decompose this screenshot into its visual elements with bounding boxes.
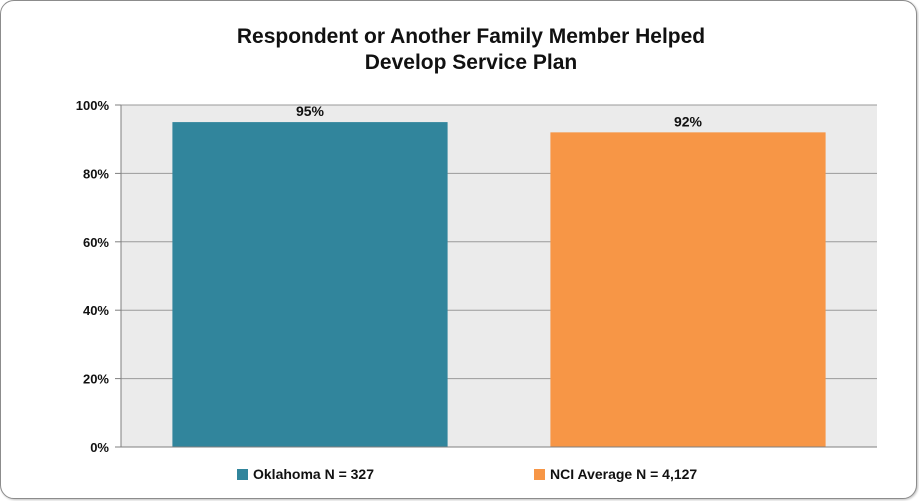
data-labels: 95% 92% [296, 103, 703, 129]
bars [172, 122, 826, 448]
y-axis: 0% 20% 40% 60% 80% 100% [76, 98, 110, 455]
legend-swatch-nci-average [534, 469, 545, 480]
y-tick-label: 40% [83, 303, 109, 318]
legend-swatch-oklahoma [237, 469, 248, 480]
data-label: 92% [674, 113, 703, 129]
y-tick-label: 60% [83, 235, 109, 250]
chart-title: Respondent or Another Family Member Help… [237, 25, 705, 74]
bar-nci-average [550, 132, 826, 448]
y-tick-label: 20% [83, 372, 109, 387]
data-label: 95% [296, 103, 325, 119]
legend-label: Oklahoma N = 327 [253, 466, 374, 482]
y-tick-label: 100% [76, 98, 110, 113]
bar-oklahoma [172, 122, 448, 447]
legend-label: NCI Average N = 4,127 [550, 466, 697, 482]
y-tick-label: 0% [90, 440, 109, 455]
chart-title-line: Respondent or Another Family Member Help… [237, 25, 705, 48]
legend: Oklahoma N = 327 NCI Average N = 4,127 [237, 466, 697, 482]
y-tick-label: 80% [83, 166, 109, 181]
chart-title-line: Develop Service Plan [365, 51, 577, 74]
